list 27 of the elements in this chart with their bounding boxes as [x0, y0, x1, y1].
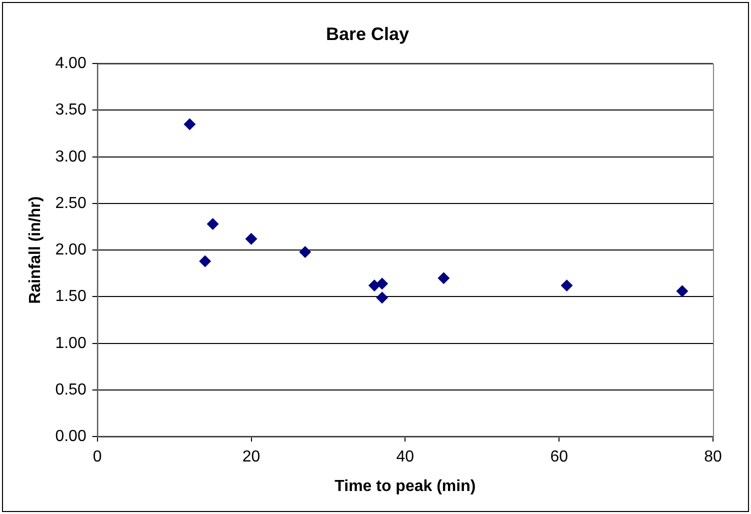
- point: [299, 246, 312, 258]
- y-tick-label: 2.50: [55, 194, 86, 212]
- point: [206, 218, 219, 230]
- point: [560, 280, 573, 292]
- x-tick-label: 40: [396, 448, 414, 466]
- x-tick-label: 80: [704, 448, 722, 466]
- point: [184, 118, 196, 130]
- y-tick-label: 4.00: [55, 55, 86, 72]
- point: [676, 285, 688, 298]
- x-tick-label: 60: [550, 448, 568, 466]
- y-tick-label: 0.00: [55, 428, 86, 446]
- x-tick-label: 0: [92, 448, 102, 466]
- y-tick-label: 1.50: [55, 288, 86, 306]
- y-tick-label: 3.50: [55, 102, 86, 119]
- x-axis-title: Time to peak (min): [334, 478, 476, 495]
- chart-title: Bare Clay: [326, 24, 410, 44]
- x-tick-label: 20: [242, 448, 260, 466]
- point: [376, 292, 388, 304]
- point: [245, 232, 258, 245]
- y-axis-title: Rainfall (in/hr): [27, 196, 44, 304]
- y-tick-label: 1.00: [55, 334, 86, 352]
- y-tick-label: 2.00: [55, 242, 86, 259]
- y-tick-label: 0.50: [55, 381, 86, 398]
- point: [376, 278, 388, 290]
- y-tick-label: 3.00: [55, 148, 86, 166]
- point: [438, 272, 450, 284]
- point: [199, 255, 212, 268]
